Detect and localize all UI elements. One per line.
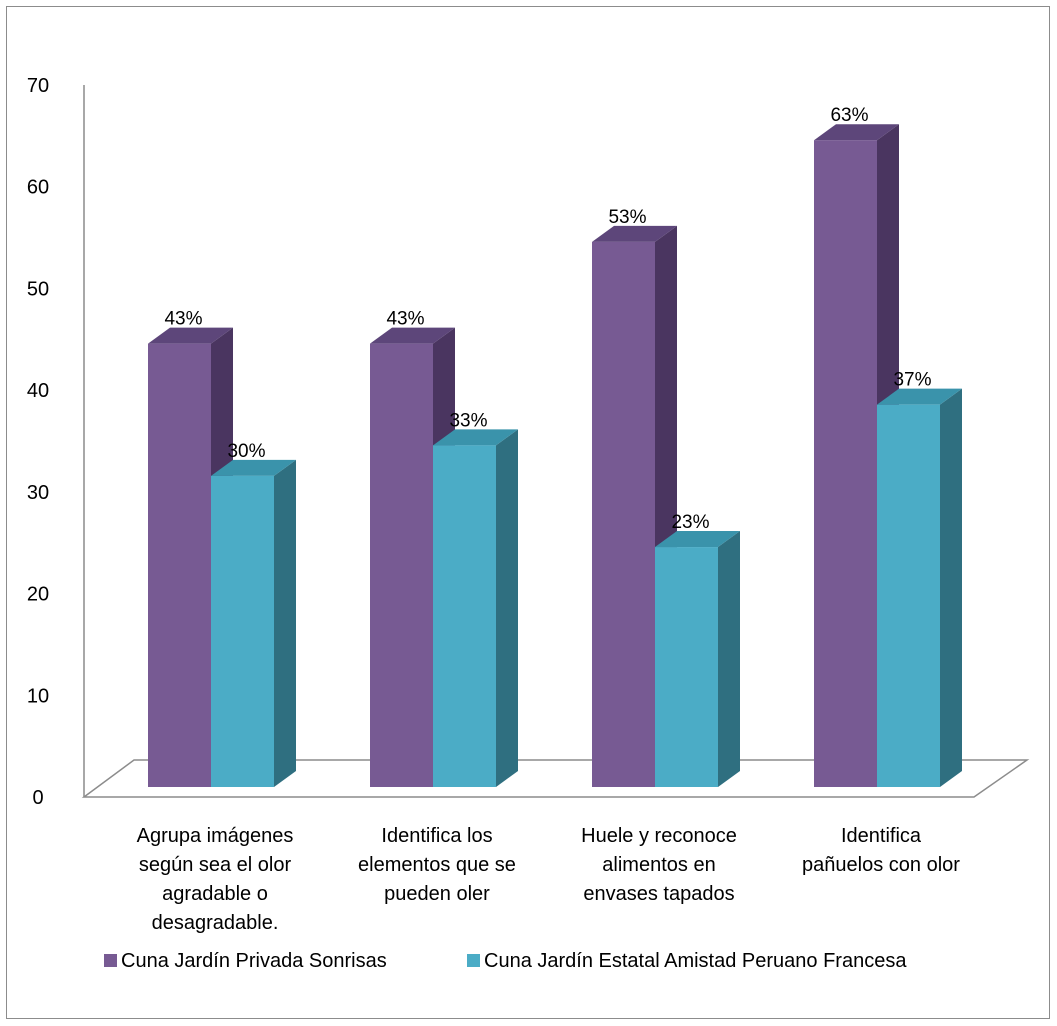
category-label-1: agradable o [162, 883, 268, 905]
category-label-1: Agrupa imágenes [137, 825, 294, 847]
y-tick-label: 60 [27, 177, 49, 199]
bar-privada-3 [592, 241, 655, 787]
data-label-estatal-4: 37% [893, 370, 931, 391]
bar-estatal-1 [211, 475, 274, 787]
data-label-privada-1: 43% [164, 309, 202, 330]
y-tick-label: 40 [27, 380, 49, 402]
legend-swatch-estatal [467, 954, 480, 967]
data-label-privada-2: 43% [386, 309, 424, 330]
bar-top-estatal-3 [655, 531, 740, 548]
bar-top-privada-4 [814, 124, 899, 141]
y-tick-label: 70 [27, 75, 49, 97]
legend-swatch-privada [104, 954, 117, 967]
data-label-privada-3: 53% [608, 207, 646, 228]
bar-top-privada-1 [148, 327, 233, 344]
category-label-1: desagradable. [152, 912, 279, 934]
bar-side-estatal-2 [496, 429, 518, 787]
bar-privada-4 [814, 140, 877, 787]
category-label-3: envases tapados [583, 883, 734, 905]
data-label-estatal-2: 33% [449, 410, 487, 431]
category-label-2: elementos que se [358, 854, 516, 876]
y-tick-label: 30 [27, 482, 49, 504]
category-label-3: Huele y reconoce [581, 825, 737, 847]
bar-estatal-4 [877, 404, 940, 787]
data-label-estatal-1: 30% [227, 441, 265, 462]
bar-top-privada-2 [370, 327, 455, 344]
category-label-4: pañuelos con olor [802, 854, 960, 876]
data-label-privada-4: 63% [830, 105, 868, 126]
bar-side-estatal-3 [718, 531, 740, 787]
bar-top-estatal-2 [433, 429, 518, 446]
category-label-2: Identifica los [381, 825, 492, 847]
y-tick-label: 50 [27, 278, 49, 300]
bar-privada-1 [148, 343, 211, 787]
bar-top-privada-3 [592, 225, 677, 242]
y-tick-label: 0 [32, 787, 43, 809]
legend-label-estatal: Cuna Jardín Estatal Amistad Peruano Fran… [484, 950, 907, 972]
bar-top-estatal-1 [211, 459, 296, 476]
y-tick-label: 10 [27, 685, 49, 707]
data-label-estatal-3: 23% [671, 512, 709, 533]
y-tick-label: 20 [27, 584, 49, 606]
category-label-1: según sea el olor [139, 854, 292, 876]
bar-side-estatal-1 [274, 459, 296, 787]
category-label-4: Identifica [841, 825, 922, 847]
bar-top-estatal-4 [877, 388, 962, 405]
legend-label-privada: Cuna Jardín Privada Sonrisas [121, 950, 387, 972]
category-label-2: pueden oler [384, 883, 490, 905]
chart-floor [81, 759, 1030, 798]
category-label-3: alimentos en [602, 854, 715, 876]
bar-estatal-3 [655, 547, 718, 787]
bar-estatal-2 [433, 445, 496, 787]
bar-privada-2 [370, 343, 433, 787]
bar-side-estatal-4 [940, 388, 962, 787]
